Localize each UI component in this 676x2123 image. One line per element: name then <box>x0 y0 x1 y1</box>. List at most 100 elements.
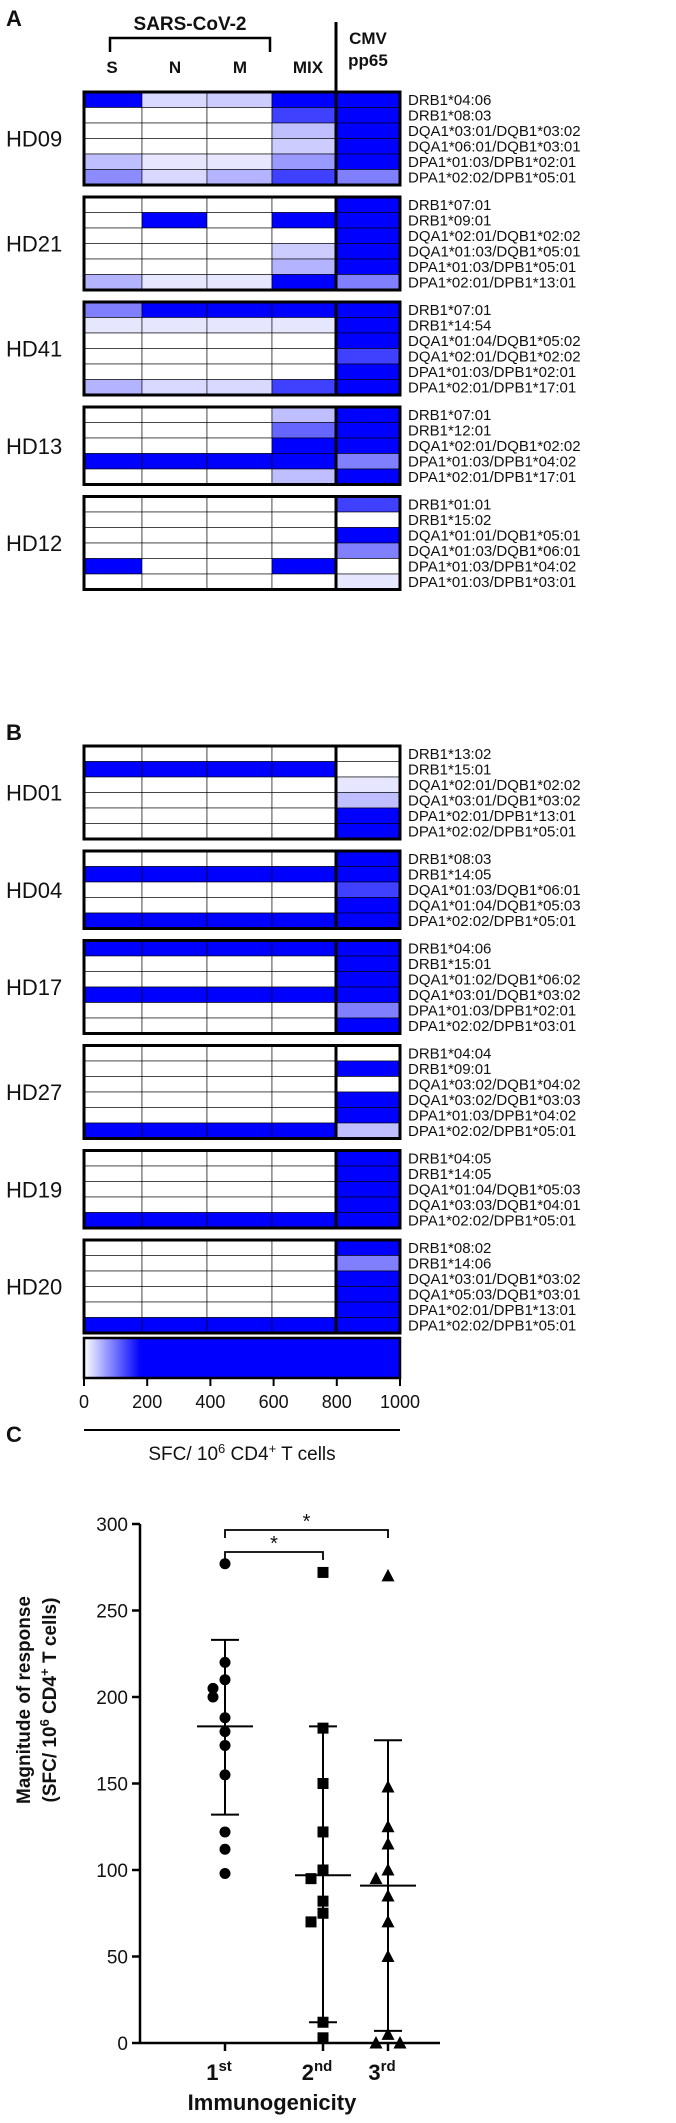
heat-cell-hd27-mix <box>271 1107 337 1124</box>
heat-cell-hd19-mix <box>271 1165 337 1182</box>
data-point-3rd <box>393 2036 407 2049</box>
y-tick-label: 0 <box>117 2034 128 2055</box>
heat-cell-hd20-mix <box>271 1239 337 1256</box>
allele-label: DPA1*02:02/DPB1*05:01 <box>408 1213 576 1230</box>
heat-cell-hd19-m <box>206 1150 273 1167</box>
data-point-2nd <box>305 1873 317 1885</box>
heat-cell-hd21-n <box>141 227 208 244</box>
heat-cell-hd21-cmv-pp65 <box>335 258 401 275</box>
heat-cell-hd01-s <box>83 792 143 809</box>
allele-label: DPA1*01:03/DPB1*05:01 <box>408 259 576 276</box>
heat-cell-hd41-n <box>141 332 208 349</box>
heat-cell-hd17-m <box>206 971 273 988</box>
heat-cell-hd01-s <box>83 776 143 793</box>
data-point-1st <box>207 1691 219 1703</box>
y-axis-label-line2: (SFC/ 106 CD4+ T cells) <box>37 1598 61 1803</box>
heat-cell-hd09-mix <box>271 153 337 170</box>
heat-cell-hd01-n <box>141 807 208 824</box>
heat-cell-hd09-n <box>141 91 208 108</box>
heat-cell-hd01-s <box>83 807 143 824</box>
heat-cell-hd12-s <box>83 542 143 559</box>
y-tick-label: 50 <box>107 1948 128 1969</box>
heat-cell-hd12-cmv-pp65 <box>335 558 401 575</box>
allele-label: DPA1*01:03/DPB1*04:02 <box>408 1108 576 1125</box>
allele-label: DPA1*02:01/DPB1*13:01 <box>408 275 576 292</box>
allele-label: DRB1*04:06 <box>408 92 491 109</box>
allele-label: DRB1*14:54 <box>408 318 491 335</box>
heat-cell-hd04-s <box>83 850 143 867</box>
y-tick-label: 200 <box>96 1688 128 1709</box>
heat-cell-hd20-m <box>206 1270 273 1287</box>
heatmap-header: SARS-CoV-2 S N M MIX CMV pp65 <box>106 14 388 92</box>
heat-cell-hd04-m <box>206 912 273 929</box>
heat-cell-hd20-cmv-pp65 <box>335 1317 401 1334</box>
allele-label: DQA1*01:03/DQB1*06:01 <box>408 882 581 899</box>
heat-cell-hd01-cmv-pp65 <box>335 823 401 840</box>
allele-label: DQA1*03:02/DQB1*04:02 <box>408 1077 581 1094</box>
colorbar-tick-label: 1000 <box>380 1392 420 1412</box>
heat-cell-hd01-n <box>141 823 208 840</box>
heat-cell-hd27-m <box>206 1091 273 1108</box>
heat-cell-hd13-n <box>141 406 208 423</box>
heat-cell-hd21-cmv-pp65 <box>335 196 401 213</box>
heat-cell-hd27-mix <box>271 1122 337 1139</box>
heat-cell-hd27-mix <box>271 1076 337 1093</box>
heat-cell-hd04-n <box>141 866 208 883</box>
heat-cell-hd19-mix <box>271 1150 337 1167</box>
allele-label: DRB1*13:02 <box>408 746 491 763</box>
heat-cell-hd27-m <box>206 1122 273 1139</box>
mean-sd-bars <box>197 1638 416 2032</box>
heat-cell-hd17-n <box>141 940 208 957</box>
allele-label: DPA1*02:02/DPB1*03:01 <box>408 1018 576 1035</box>
heat-cell-hd17-m <box>206 955 273 972</box>
heat-cell-hd09-mix <box>271 169 337 186</box>
allele-label: DPA1*01:03/DPB1*02:01 <box>408 364 576 381</box>
donor-label: HD12 <box>6 531 62 556</box>
significance-brackets: ** <box>224 1511 389 1560</box>
heat-cell-hd01-mix <box>271 823 337 840</box>
heat-cell-hd12-s <box>83 573 143 590</box>
heat-cell-hd41-cmv-pp65 <box>335 332 401 349</box>
heat-cell-hd41-n <box>141 317 208 334</box>
cmv-header-line1: CMV <box>349 29 387 48</box>
heat-cell-hd17-s <box>83 986 143 1003</box>
heat-cell-hd21-s <box>83 243 143 260</box>
heat-cell-hd20-s <box>83 1255 143 1272</box>
heat-cell-hd21-cmv-pp65 <box>335 274 401 291</box>
heat-cell-hd27-m <box>206 1076 273 1093</box>
heat-cell-hd09-s <box>83 107 143 124</box>
scatter-points <box>207 1558 407 2049</box>
panel-label-c: C <box>6 1422 22 1447</box>
heat-cell-hd17-cmv-pp65 <box>335 986 401 1003</box>
heat-cell-hd17-s <box>83 955 143 972</box>
colorbar-tick-label: 0 <box>79 1392 89 1412</box>
heat-cell-hd27-mix <box>271 1060 337 1077</box>
heat-cell-hd09-s <box>83 169 143 186</box>
heat-cell-hd01-s <box>83 761 143 778</box>
heat-cell-hd20-mix <box>271 1317 337 1334</box>
heat-cell-hd04-cmv-pp65 <box>335 866 401 883</box>
heat-cell-hd13-mix <box>271 453 337 470</box>
x-axis-label: Immunogenicity <box>188 2090 357 2115</box>
colorbar-gradient <box>82 1336 402 1380</box>
heat-cell-hd20-n <box>141 1317 208 1334</box>
colorbar-tick-label: 200 <box>132 1392 162 1412</box>
donor-block-border <box>82 1238 402 1335</box>
heat-cell-hd12-cmv-pp65 <box>335 542 401 559</box>
allele-label: DRB1*07:01 <box>408 407 491 424</box>
colorbar-ticks: 0 200 400 600 800 1000 <box>79 1378 420 1412</box>
allele-label: DQA1*02:01/DQB1*02:02 <box>408 349 581 366</box>
donor-block-hd27: HD27DRB1*04:04DRB1*09:01DQA1*03:02/DQB1*… <box>6 1044 581 1140</box>
heat-cell-hd17-mix <box>271 971 337 988</box>
heat-cell-hd19-m <box>206 1212 273 1229</box>
data-point-1st <box>219 1558 231 1570</box>
heat-cell-hd13-m <box>206 468 273 485</box>
heat-cell-hd20-cmv-pp65 <box>335 1270 401 1287</box>
heat-cell-hd17-m <box>206 986 273 1003</box>
heat-cell-hd17-cmv-pp65 <box>335 955 401 972</box>
heat-cell-hd04-cmv-pp65 <box>335 850 401 867</box>
heat-cell-hd01-m <box>206 776 273 793</box>
allele-label: DQA1*01:02/DQB1*06:02 <box>408 972 581 989</box>
heat-cell-hd09-cmv-pp65 <box>335 169 401 186</box>
